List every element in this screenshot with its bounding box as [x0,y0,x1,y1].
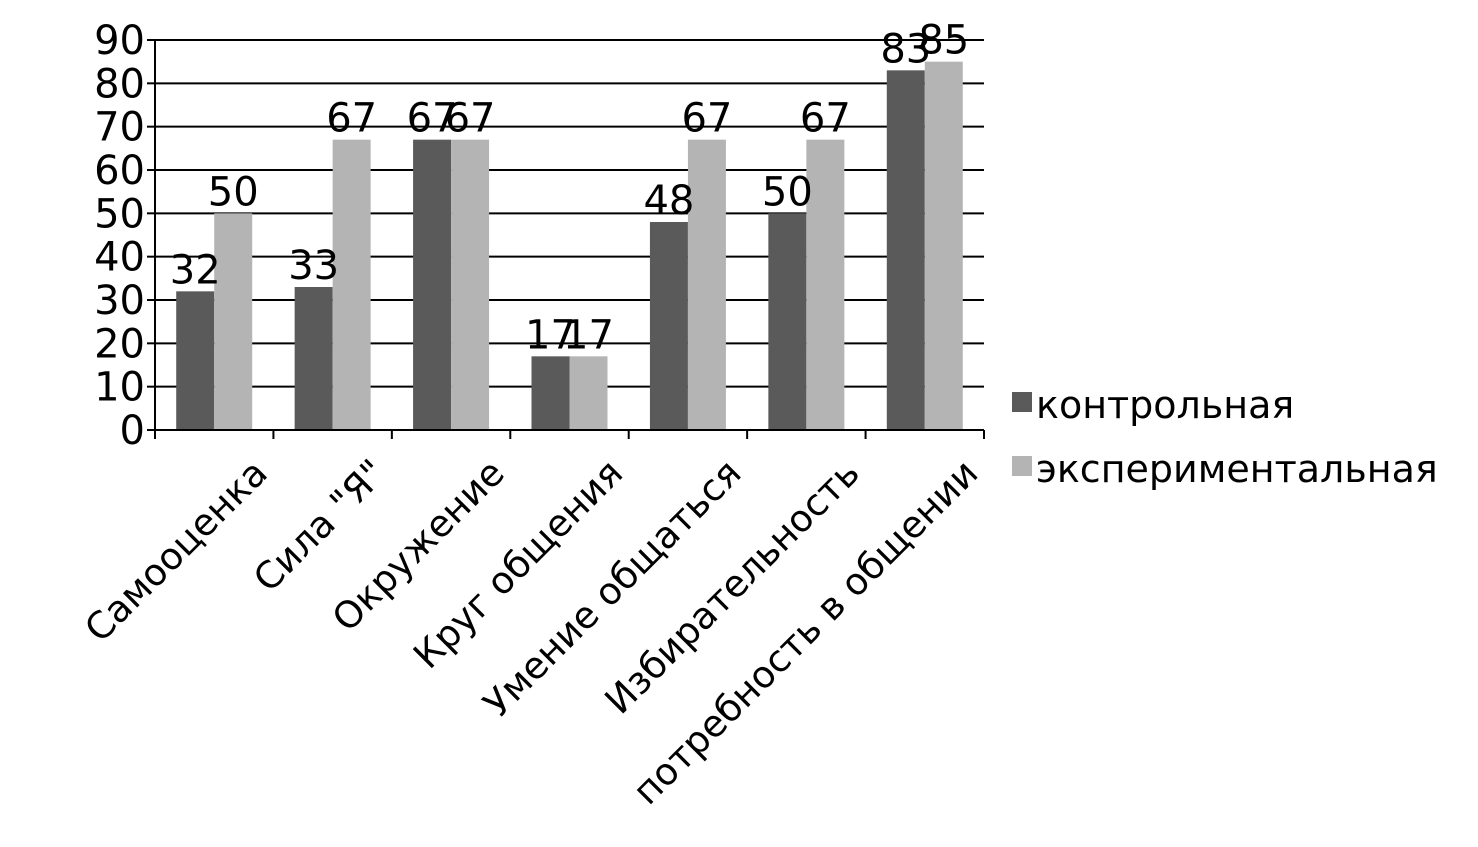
y-tick-label-30: 30 [94,278,145,324]
data-label-series1-cat1: 67 [326,96,377,142]
bar-series0-cat0 [176,291,215,430]
data-label-series0-cat2: 67 [407,96,458,142]
bar-series1-cat6 [924,61,963,431]
y-tick-label-50: 50 [94,191,145,237]
bar-series0-cat6 [886,70,925,430]
x-tick-label-0: Самооценка [77,451,276,650]
bar-series1-cat1 [332,139,371,430]
bar-series0-cat4 [649,222,688,430]
bar-series1-cat2 [451,139,490,430]
data-label-series0-cat1: 33 [288,243,339,289]
data-label-series0-cat6: 83 [880,26,931,72]
data-label-series0-cat4: 48 [643,178,694,224]
data-label-series1-cat5: 67 [800,96,851,142]
y-tick-label-60: 60 [94,148,145,194]
bar-series1-cat3 [569,356,608,430]
y-tick-label-10: 10 [94,365,145,411]
y-tick-label-90: 90 [94,18,145,64]
legend-swatch-1 [1012,456,1032,476]
bar-series0-cat3 [531,356,570,430]
axes [147,39,985,439]
y-tick-label-20: 20 [94,321,145,367]
bar-series1-cat0 [214,213,253,430]
data-label-series0-cat5: 50 [762,169,813,215]
legend-swatch-0 [1012,392,1032,412]
data-label-series0-cat0: 32 [170,247,221,293]
data-label-series1-cat4: 67 [681,96,732,142]
data-label-series1-cat2: 67 [445,96,496,142]
y-tick-label-40: 40 [94,235,145,281]
bar-series1-cat4 [687,139,726,430]
bars [176,61,963,431]
bar-series0-cat5 [768,213,807,430]
bar-series0-cat2 [413,139,452,430]
bar-series0-cat1 [294,287,333,430]
data-label-series1-cat6: 85 [918,18,969,64]
data-label-series0-cat3: 17 [525,312,576,358]
legend: контрольная экспериментальная [1012,383,1438,491]
legend-label-0: контрольная [1036,383,1294,427]
y-tick-label-70: 70 [94,105,145,151]
data-label-series1-cat0: 50 [208,169,259,215]
y-tick-label-80: 80 [94,61,145,107]
legend-label-1: экспериментальная [1036,447,1438,491]
x-tick-label-3: Круг общения [405,451,631,677]
grid-lines [155,39,984,388]
data-label-series1-cat3: 17 [563,312,614,358]
y-tick-label-0: 0 [120,408,145,454]
bar-series1-cat5 [806,139,845,430]
